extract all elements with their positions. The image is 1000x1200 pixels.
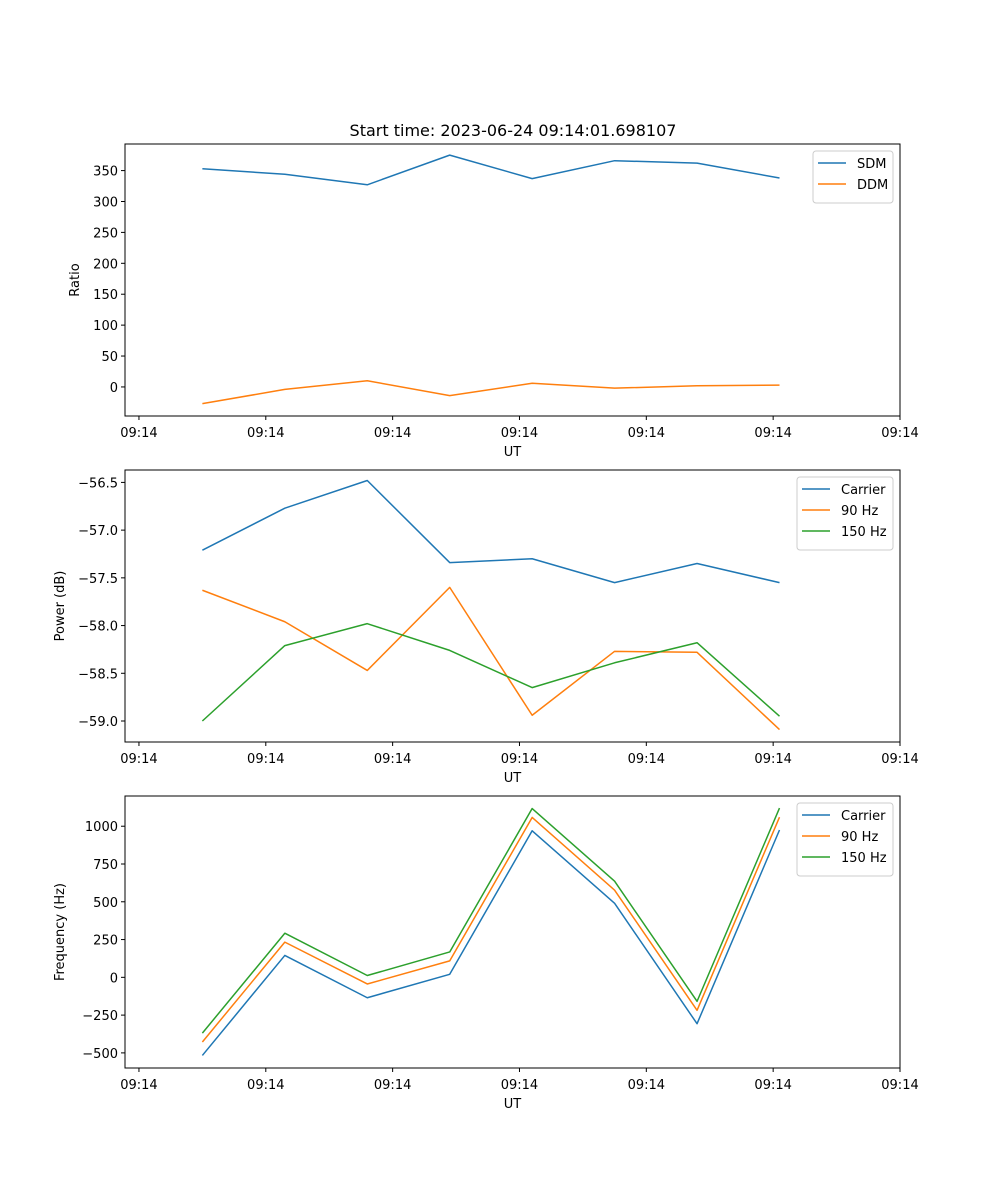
x-tick-label: 09:14: [374, 1078, 411, 1093]
legend-label: 150 Hz: [841, 851, 887, 866]
y-tick-label: 50: [101, 350, 118, 365]
x-tick-label: 09:14: [754, 752, 791, 767]
y-tick-label: −250: [82, 1009, 118, 1024]
x-tick-label: 09:14: [247, 1078, 284, 1093]
x-tick-label: 09:14: [374, 752, 411, 767]
y-tick-label: −56.5: [78, 476, 118, 491]
x-tick-label: 09:14: [247, 426, 284, 441]
legend-box: [812, 150, 894, 204]
y-tick-label: 100: [93, 319, 118, 334]
x-axis-label: UT: [504, 771, 522, 786]
series-line-2-1: [202, 479, 780, 584]
x-tick-label: 09:14: [501, 426, 538, 441]
y-tick-label: 0: [110, 971, 118, 986]
series-line-2-3: [201, 622, 780, 722]
x-tick-label: 09:14: [501, 752, 538, 767]
y-tick-label: 500: [93, 896, 118, 911]
chart-panel-1: 09:1409:1409:1409:1409:1409:1409:1409:15…: [68, 143, 919, 460]
y-axis-label: Ratio: [68, 263, 83, 296]
y-tick-label: −59.0: [78, 715, 118, 730]
series-line-3-1: [201, 829, 781, 1056]
x-tick-label: 09:14: [628, 426, 665, 441]
y-tick-label: −57.0: [78, 524, 118, 539]
legend-label: Carrier: [841, 483, 886, 498]
legend-label: 90 Hz: [841, 830, 878, 845]
x-tick-label: 09:14: [628, 752, 665, 767]
legend-label: DDM: [857, 178, 888, 193]
y-tick-label: −58.5: [78, 667, 118, 682]
x-axis-label: UT: [504, 445, 522, 460]
x-tick-label: 09:14: [881, 1078, 918, 1093]
y-axis-label: Power (dB): [53, 571, 68, 642]
series-line-3-3: [201, 807, 781, 1034]
axes-frame: [124, 143, 901, 417]
y-tick-label: 350: [93, 165, 118, 180]
chart-panel-2: 09:1409:1409:1409:1409:1409:1409:1409:15…: [53, 469, 919, 786]
legend-label: 150 Hz: [841, 525, 887, 540]
y-tick-label: −500: [82, 1047, 118, 1062]
x-tick-label: 09:14: [754, 1078, 791, 1093]
series-line-1-1: [202, 154, 780, 186]
x-tick-label: 09:14: [120, 1078, 157, 1093]
x-axis-label: UT: [504, 1097, 522, 1112]
series-line-2-2: [202, 586, 781, 731]
x-tick-label: 09:14: [881, 752, 918, 767]
y-tick-label: −57.5: [78, 572, 118, 587]
y-axis-label: Frequency (Hz): [53, 883, 68, 981]
x-tick-label: 09:14: [881, 426, 918, 441]
x-tick-label: 09:14: [501, 1078, 538, 1093]
y-tick-label: 1000: [85, 820, 118, 835]
legend: SDM DDM: [812, 150, 894, 204]
x-tick-label: 09:14: [120, 752, 157, 767]
x-tick-label: 09:14: [754, 426, 791, 441]
y-tick-label: 150: [93, 288, 118, 303]
y-tick-label: 750: [93, 858, 118, 873]
x-tick-label: 09:14: [120, 426, 157, 441]
y-tick-label: 250: [93, 934, 118, 949]
y-tick-label: 200: [93, 257, 118, 272]
legend: Carrier 90 Hz 150 Hz: [796, 476, 894, 551]
axes-frame: [124, 795, 901, 1069]
x-tick-label: 09:14: [374, 426, 411, 441]
axes-frame: [124, 469, 901, 743]
y-tick-label: 300: [93, 195, 118, 210]
legend: Carrier 90 Hz 150 Hz: [796, 802, 894, 877]
legend-label: 90 Hz: [841, 504, 878, 519]
y-tick-label: 0: [110, 381, 118, 396]
chart-panel-3: 09:1409:1409:1409:1409:1409:1409:1409:15…: [53, 795, 919, 1112]
legend-label: Carrier: [841, 809, 886, 824]
x-tick-label: 09:14: [628, 1078, 665, 1093]
x-tick-label: 09:14: [247, 752, 284, 767]
y-tick-label: 250: [93, 226, 118, 241]
figure-title: Start time: 2023-06-24 09:14:01.698107: [350, 121, 677, 140]
series-line-3-2: [201, 816, 781, 1043]
y-tick-label: −58.0: [78, 620, 118, 635]
series-line-1-2: [202, 380, 780, 405]
legend-label: SDM: [857, 157, 886, 172]
